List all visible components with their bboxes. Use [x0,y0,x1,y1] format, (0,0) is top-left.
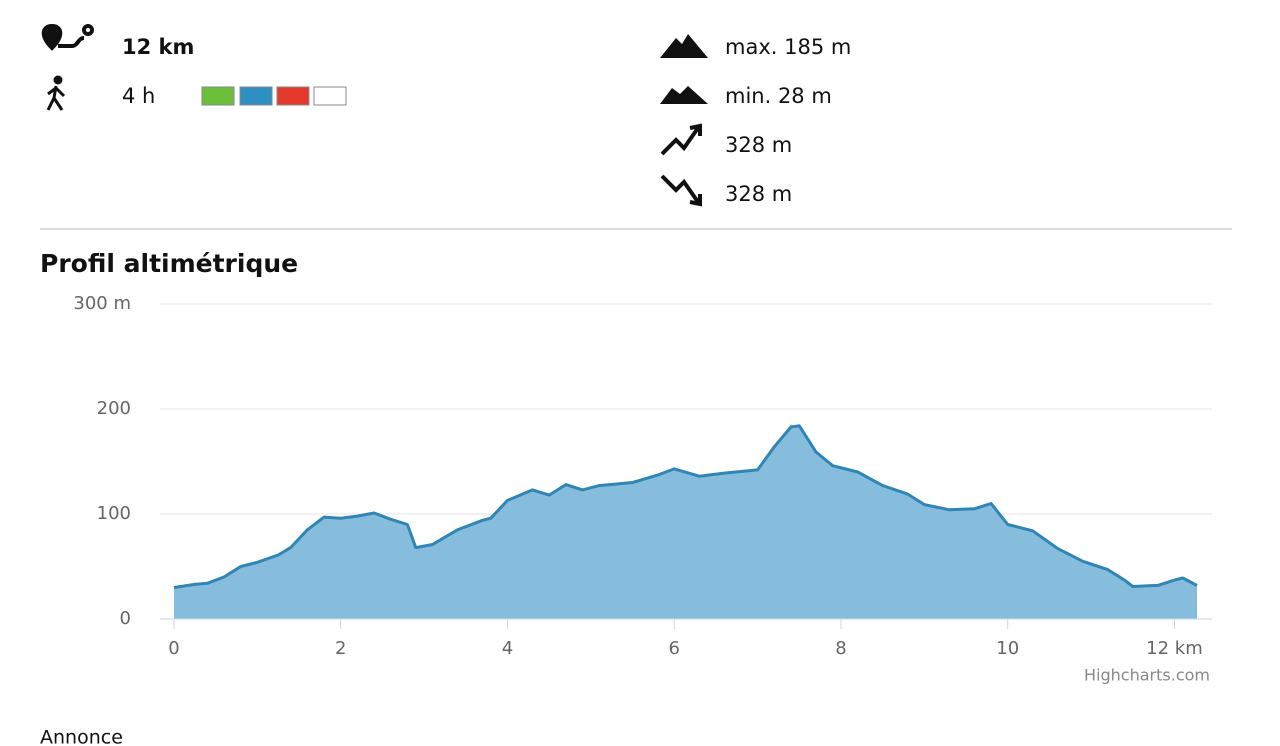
credits: Highcharts.com [1084,666,1210,685]
y-tick-label: 100 [97,503,131,524]
x-tick-label: 12 km [1146,638,1203,659]
min-icon [660,86,708,104]
route-icon [41,23,94,51]
ascent-icon [660,123,702,156]
y-tick-label: 300 m [73,293,131,314]
duration: 4 h [122,84,155,108]
descent-icon [660,174,702,207]
ad-label: Annonce [40,727,123,746]
distance: 12 km [122,35,194,59]
hiker-icon [46,75,66,111]
elevation-area [174,425,1197,619]
elevation-line [173,424,1198,589]
difficulty-scale [201,86,347,106]
x-tick-label: 0 [168,638,179,659]
y-tick-label: 0 [120,608,131,629]
x-tick-label: 10 [996,638,1019,659]
chart-title: Profil altimétrique [40,249,298,278]
min-elevation: min. 28 m [725,84,832,108]
x-tick-label: 4 [502,638,513,659]
x-tick-label: 8 [835,638,846,659]
descent: 328 m [725,182,792,206]
max-elevation: max. 185 m [725,35,851,59]
elevation-chart: 0 100 200 300 m 0 2 4 6 8 10 12 km [73,293,1212,659]
max-icon [660,34,708,58]
x-tick-label: 6 [669,638,680,659]
ascent: 328 m [725,133,792,157]
x-tick-label: 2 [335,638,346,659]
y-tick-label: 200 [97,398,131,419]
